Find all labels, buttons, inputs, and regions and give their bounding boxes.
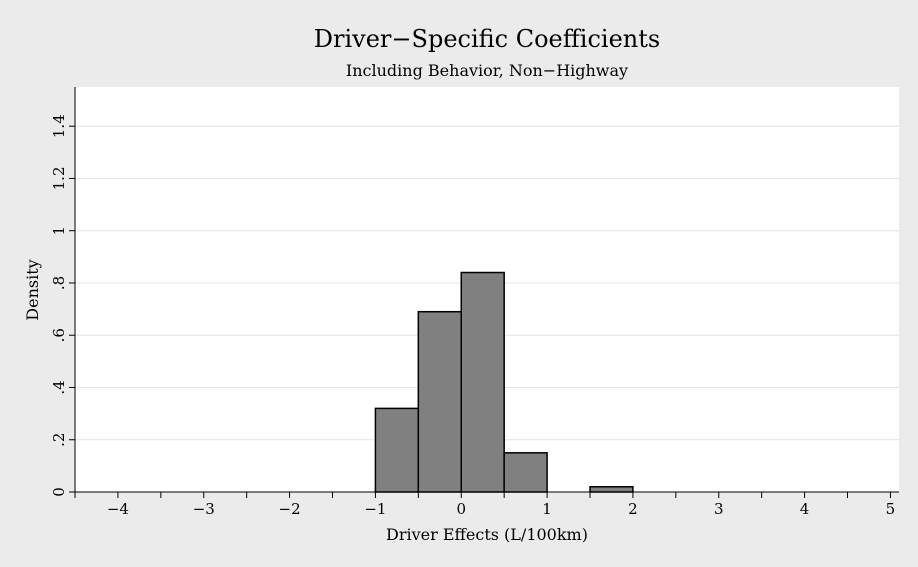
y-axis-title: Density xyxy=(23,259,42,320)
x-tick-label: −3 xyxy=(193,500,215,518)
x-axis-title: Driver Effects (L/100km) xyxy=(386,525,588,544)
y-tick-label: 1.2 xyxy=(50,167,68,191)
x-tick-label: −4 xyxy=(107,500,129,518)
y-tick-label: 0 xyxy=(50,487,68,497)
axes: −4 −3 −2 −1 0 1 2 3 4 5 0 .2 .4 .6 .8 1 1.2 1.4 xyxy=(50,87,899,518)
y-tick-label: .6 xyxy=(50,328,68,342)
histogram-bar xyxy=(460,271,505,493)
x-tick-label: 3 xyxy=(714,500,724,518)
x-tick-label: 5 xyxy=(886,500,896,518)
chart-subtitle: Including Behavior, Non−Highway xyxy=(346,61,628,80)
y-tick-label: 1 xyxy=(50,226,68,236)
x-tick-label: −1 xyxy=(364,500,386,518)
y-tick-label: .8 xyxy=(50,276,68,290)
histogram-bar xyxy=(503,452,548,493)
y-tick-label: 1.4 xyxy=(50,114,68,138)
y-tick-label: .4 xyxy=(50,380,68,394)
histogram-bar xyxy=(417,310,463,493)
x-tick-label: 4 xyxy=(800,500,810,518)
histogram-bar xyxy=(589,486,634,493)
x-tick-label: −2 xyxy=(279,500,301,518)
x-tick-label: 2 xyxy=(628,500,638,518)
x-tick-label: 1 xyxy=(542,500,552,518)
x-tick-label: 0 xyxy=(456,500,466,518)
y-tick-label: .2 xyxy=(50,433,68,447)
chart-title: Driver−Specific Coefficients xyxy=(314,25,660,53)
histogram-bar xyxy=(374,407,420,493)
